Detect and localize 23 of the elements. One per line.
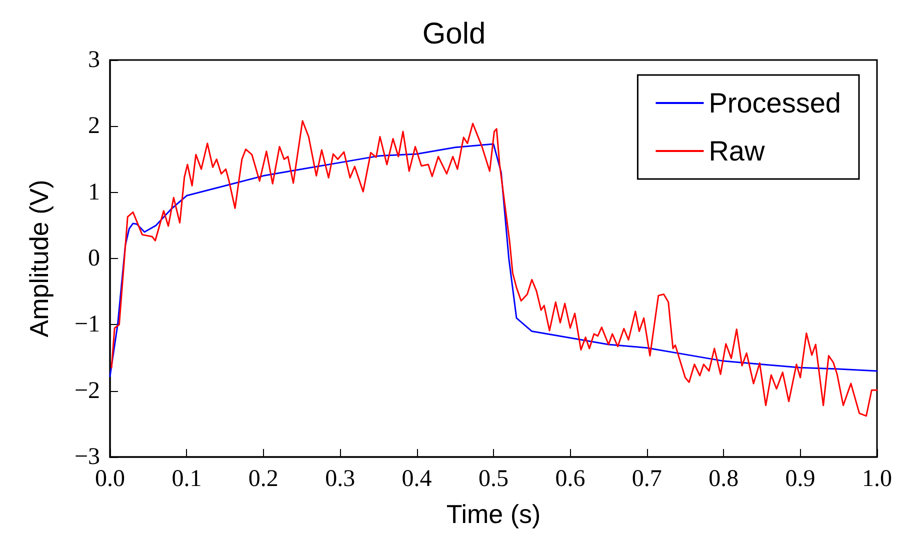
y-tick-label: 0 xyxy=(88,246,100,272)
x-tick-label: 1.0 xyxy=(862,466,892,492)
y-tick-label: −2 xyxy=(74,378,100,404)
y-tick-label: 3 xyxy=(88,47,100,73)
x-tick-label: 0.8 xyxy=(708,466,739,492)
legend-label: Raw xyxy=(708,136,766,166)
y-axis-title: Amplitude (V) xyxy=(24,180,54,338)
y-tick-label: 2 xyxy=(88,113,100,140)
line-series xyxy=(109,143,878,378)
x-tick-label: 0.6 xyxy=(555,466,586,492)
legend-label: Processed xyxy=(708,88,842,118)
x-tick-label: 0.9 xyxy=(785,466,816,492)
x-tick-label: 0.3 xyxy=(325,466,356,492)
x-axis-title: Time (s) xyxy=(446,499,541,529)
chart-title: Gold xyxy=(422,18,486,50)
x-tick-label: 0.5 xyxy=(478,466,508,492)
line-series xyxy=(110,120,878,417)
y-tick-label: 1 xyxy=(88,179,100,206)
y-tick-label: −1 xyxy=(74,312,100,338)
x-tick-label: 0.2 xyxy=(248,466,278,492)
x-tick-label: 0.7 xyxy=(632,466,662,492)
x-tick-label: 0.1 xyxy=(172,466,202,492)
x-tick-label: 0.4 xyxy=(402,466,432,492)
